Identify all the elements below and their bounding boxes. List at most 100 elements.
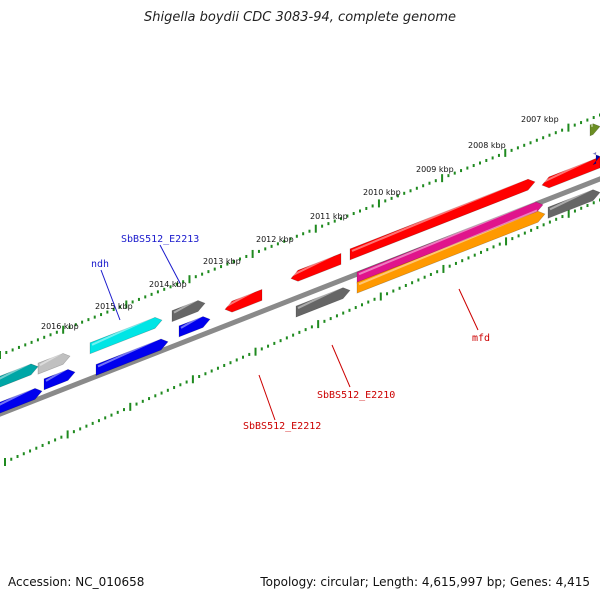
inner-ring-tick (285, 336, 288, 340)
outer-ring-tick (409, 189, 412, 193)
inner-ring-tick (35, 446, 38, 450)
inner-ring-tick (254, 347, 257, 356)
outer-ring-tick (460, 169, 463, 173)
outer-ring-tick (466, 166, 469, 170)
outer-ring-tick (93, 315, 96, 319)
outer-ring-tick (220, 265, 223, 269)
outer-ring-tick (415, 186, 418, 190)
feature-blue-2213[interactable] (178, 316, 211, 338)
outer-ring-tick (74, 323, 77, 327)
feature-cyan-ndh[interactable] (89, 317, 163, 355)
outer-ring-tick (17, 345, 20, 349)
outer-ring-tick (226, 262, 229, 266)
inner-ring-tick (317, 320, 320, 329)
outer-ring-tick (55, 330, 58, 334)
kbp-label-2008: 2008 kbp (468, 141, 506, 150)
outer-ring-tick (396, 194, 399, 198)
feature-gray-2213-highlight (173, 298, 198, 314)
feature-red-mfd-upper[interactable] (349, 178, 536, 261)
inner-ring-tick (185, 380, 188, 384)
outer-ring-tick (137, 297, 140, 301)
outer-ring-tick (592, 116, 595, 120)
outer-ring-tick (112, 308, 115, 312)
inner-ring-tick (91, 421, 94, 425)
feature-gray-2213[interactable] (171, 300, 206, 323)
outer-ring-tick (188, 275, 191, 284)
inner-ring-tick (66, 430, 69, 439)
feature-magenta-mfd-highlight (358, 200, 536, 276)
feature-green-top-right[interactable] (589, 123, 600, 137)
feature-gray-far-right-highlight (549, 188, 593, 211)
inner-ring-tick (323, 319, 326, 323)
outer-ring-tick (384, 199, 387, 203)
feature-blue-2016-highlight (45, 367, 68, 382)
feature-orange-mfd[interactable] (356, 210, 546, 294)
outer-ring-tick (302, 232, 305, 236)
outer-ring-tick (0, 351, 1, 359)
inner-ring-tick (467, 256, 470, 260)
kbp-label-2015: 2015 kbp (95, 302, 133, 311)
inner-ring-tick (216, 366, 219, 370)
inner-ring-tick (348, 308, 351, 312)
outer-ring-tick (283, 239, 286, 243)
inner-ring-tick (573, 209, 576, 213)
outer-ring-tick (333, 219, 336, 223)
feature-red-small-left[interactable] (224, 288, 263, 313)
feature-gray-far-right[interactable] (547, 189, 600, 219)
kbp-label-2012: 2012 kbp (256, 235, 294, 244)
outer-ring-tick (554, 131, 557, 135)
inner-ring-tick (110, 413, 113, 417)
inner-ring-tick (123, 408, 125, 412)
feature-red-mfd-upper-highlight (351, 177, 528, 252)
feature-teal-left[interactable] (0, 363, 39, 389)
outer-ring-tick (87, 318, 90, 322)
outer-ring-tick (100, 313, 103, 317)
inner-ring-tick (367, 300, 370, 304)
outer-ring-tick (472, 164, 475, 168)
outer-ring-tick (314, 224, 317, 233)
outer-ring-tick (491, 156, 494, 160)
feature-lightgray-2016[interactable] (37, 353, 71, 375)
feature-magenta-mfd[interactable] (356, 201, 544, 284)
inner-ring-tick (542, 223, 545, 227)
outer-tick-ring (0, 113, 600, 359)
outer-ring-tick (68, 325, 71, 329)
outer-ring-tick (119, 305, 121, 309)
outer-ring-tick (352, 212, 355, 216)
inner-ring-tick (248, 352, 251, 356)
feature-red-2211-highlight (292, 254, 334, 276)
inner-ring-tick (198, 375, 201, 379)
feature-gray-2210[interactable] (295, 287, 351, 318)
feature-red-far-right[interactable] (541, 156, 600, 189)
feature-red-2211[interactable] (290, 252, 342, 282)
outer-ring-tick (257, 249, 260, 253)
inner-ring-tick (235, 358, 238, 362)
feature-blue-2016[interactable] (43, 369, 76, 391)
inner-ring-tick (354, 306, 357, 310)
inner-ring-tick (29, 449, 32, 453)
inner-ring-tick (154, 394, 157, 398)
outer-ring-tick (390, 196, 393, 200)
inner-ring-tick (342, 311, 345, 315)
gene-label-sbbs512-e2213: SbBS512_E2213 (121, 234, 199, 245)
inner-ring-tick (223, 363, 226, 367)
inner-ring-tick (229, 361, 232, 365)
feature-blue-left[interactable] (0, 388, 43, 415)
feature-blue-ndh[interactable] (95, 338, 169, 376)
feature-gray-2210-highlight (297, 286, 343, 309)
inner-ring-tick (555, 217, 558, 221)
outer-ring-tick (232, 260, 235, 264)
inner-ring-tick (561, 215, 564, 219)
inner-ring-tick (548, 220, 551, 224)
inner-ring-tick (498, 242, 501, 246)
feature-blue-top-right[interactable] (592, 152, 600, 165)
feature-blue-ndh-highlight (97, 337, 161, 368)
outer-ring-tick (327, 222, 330, 226)
mfd-leader (458, 288, 479, 331)
outer-ring-tick (428, 181, 431, 185)
outer-ring-tick (485, 158, 488, 162)
outer-ring-tick (542, 136, 545, 140)
outer-ring-tick (43, 335, 46, 339)
map-title: Shigella boydii CDC 3083-94, complete ge… (143, 10, 457, 25)
